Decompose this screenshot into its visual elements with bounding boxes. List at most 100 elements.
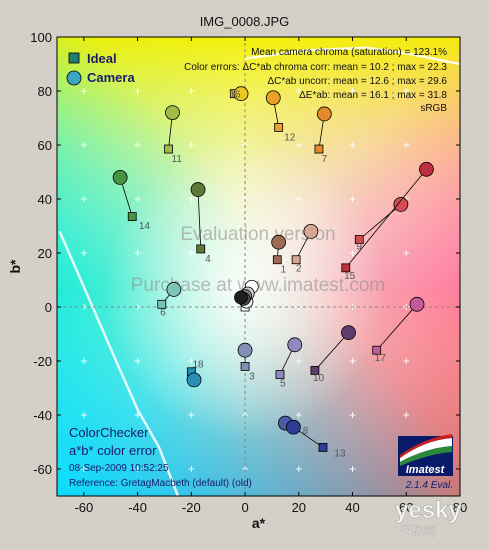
grid-cross [188, 358, 195, 364]
x-tick-label: 60 [399, 500, 413, 515]
chart-title: IMG_0008.JPG [199, 14, 290, 29]
info-reference: Reference: GretagMacbeth (default) (old) [69, 478, 252, 489]
bottom-left-info: ColorChecker a*b* color error 08-Sep-200… [69, 425, 252, 489]
grid-cross [188, 412, 195, 418]
y-tick-label: 20 [38, 246, 52, 261]
x-tick-label: -40 [128, 500, 147, 515]
grid-cross [80, 196, 87, 202]
patch-label-10: 10 [313, 373, 325, 384]
camera-point-2 [303, 223, 319, 239]
error-line-15 [345, 169, 427, 269]
grid-cross [349, 358, 356, 364]
y-tick-label: 0 [45, 300, 52, 315]
error-annotations: Mean camera chroma (saturation) = 123.1%… [184, 47, 447, 114]
grid-cross [134, 412, 141, 418]
srgb-gamut-boundary [58, 46, 461, 497]
y-tick-label: -60 [33, 462, 52, 477]
x-tick-label: -20 [182, 500, 201, 515]
ideal-point-10 [310, 366, 320, 375]
camera-point-1 [271, 234, 287, 250]
y-axis-ticks: -60 -40 -20 0 20 40 60 80 100 [30, 30, 460, 477]
ideal-point-15 [341, 263, 351, 273]
grid-cross [349, 88, 356, 94]
y-tick-label: -40 [33, 408, 52, 423]
annotation-chroma-corr: Color errors: ΔC*ab chroma corr: mean = … [184, 62, 447, 73]
patch-label-7: 7 [322, 154, 328, 165]
grid-cross [134, 196, 141, 202]
patch-label-1: 1 [281, 265, 287, 276]
camera-point-4 [190, 182, 206, 197]
ideal-point-1 [272, 255, 282, 265]
grid-cross [295, 412, 302, 418]
camera-point-7 [316, 106, 332, 122]
logo-name: Imatest [406, 464, 446, 476]
patch-label-12: 12 [284, 132, 296, 143]
grid-cross [403, 142, 410, 148]
camera-point-11 [165, 105, 180, 120]
legend-ideal-swatch [68, 52, 80, 64]
y-tick-label: -20 [33, 354, 52, 369]
patch-label-9: 9 [356, 241, 362, 252]
grid-cross [188, 196, 195, 202]
logo-swoosh-white [400, 438, 452, 462]
x-tick-label: -60 [74, 500, 93, 515]
grid-cross [134, 358, 141, 364]
grid-cross [134, 88, 141, 94]
y-axis-label: b* [7, 259, 23, 274]
grid-cross [80, 88, 87, 94]
error-line-4 [197, 189, 202, 249]
x-tick-label: 0 [241, 500, 248, 515]
grid-cross [403, 412, 410, 418]
patch-label-18: 18 [192, 359, 204, 370]
camera-point-16 [233, 86, 249, 102]
ideal-point-13 [318, 442, 328, 452]
camera-point-9 [393, 196, 409, 212]
patch-label-16: 16 [229, 90, 241, 101]
camera-point-3 [237, 342, 253, 358]
camera-point-6 [166, 282, 182, 297]
ideal-point-17 [372, 345, 382, 355]
grid-cross [80, 250, 87, 256]
camera-point-10 [341, 325, 356, 341]
grid-cross [80, 412, 87, 418]
patch-label-5: 5 [280, 379, 286, 390]
y-tick-label: 40 [38, 192, 52, 207]
info-date: 08-Sep-2009 10:52:25 [69, 463, 169, 474]
legend-camera-label: Camera [87, 70, 135, 85]
ideal-point-7 [314, 144, 324, 154]
legend-camera-swatch [66, 70, 82, 86]
site-watermark: yesky 天极网 [395, 497, 463, 539]
zero-axis-lines [57, 37, 460, 496]
grid-cross [295, 142, 302, 148]
camera-point-5 [287, 337, 303, 353]
annotation-chroma: Mean camera chroma (saturation) = 123.1% [251, 47, 447, 58]
imatest-logo: Imatest 2.1.4 Eval. [398, 434, 453, 491]
ideal-point-14 [127, 212, 137, 221]
grid-cross [188, 142, 195, 148]
grid-cross [80, 358, 87, 364]
y-tick-label: 60 [38, 138, 52, 153]
patch-label-8: 8 [303, 426, 309, 437]
grid-cross [188, 250, 195, 256]
patch-label-6: 6 [160, 307, 166, 318]
grid-cross [403, 88, 410, 94]
gamut-boundary-1 [58, 230, 180, 497]
annotation-colorspace: sRGB [420, 103, 447, 114]
grid-cross [349, 196, 356, 202]
annotation-uncorr: ΔC*ab uncorr: mean = 12.6 ; max = 29.6 [267, 76, 447, 87]
logo-swoosh-green [400, 446, 452, 466]
x-axis-label: a* [252, 515, 266, 531]
camera-point-15 [419, 161, 434, 177]
camera-point-14 [112, 169, 128, 185]
site-watermark-line1: yesky [395, 497, 462, 524]
error-line-9 [358, 204, 402, 240]
grid-cross [403, 250, 410, 256]
camera-point-13 [286, 419, 301, 435]
ideal-point-4 [196, 244, 206, 254]
x-axis-ticks: -60 -40 -20 0 20 40 60 80 [74, 37, 467, 515]
legend: Ideal Camera [66, 51, 135, 86]
error-line-17 [376, 304, 418, 351]
patch-label-4: 4 [205, 254, 211, 265]
grid-cross [349, 412, 356, 418]
